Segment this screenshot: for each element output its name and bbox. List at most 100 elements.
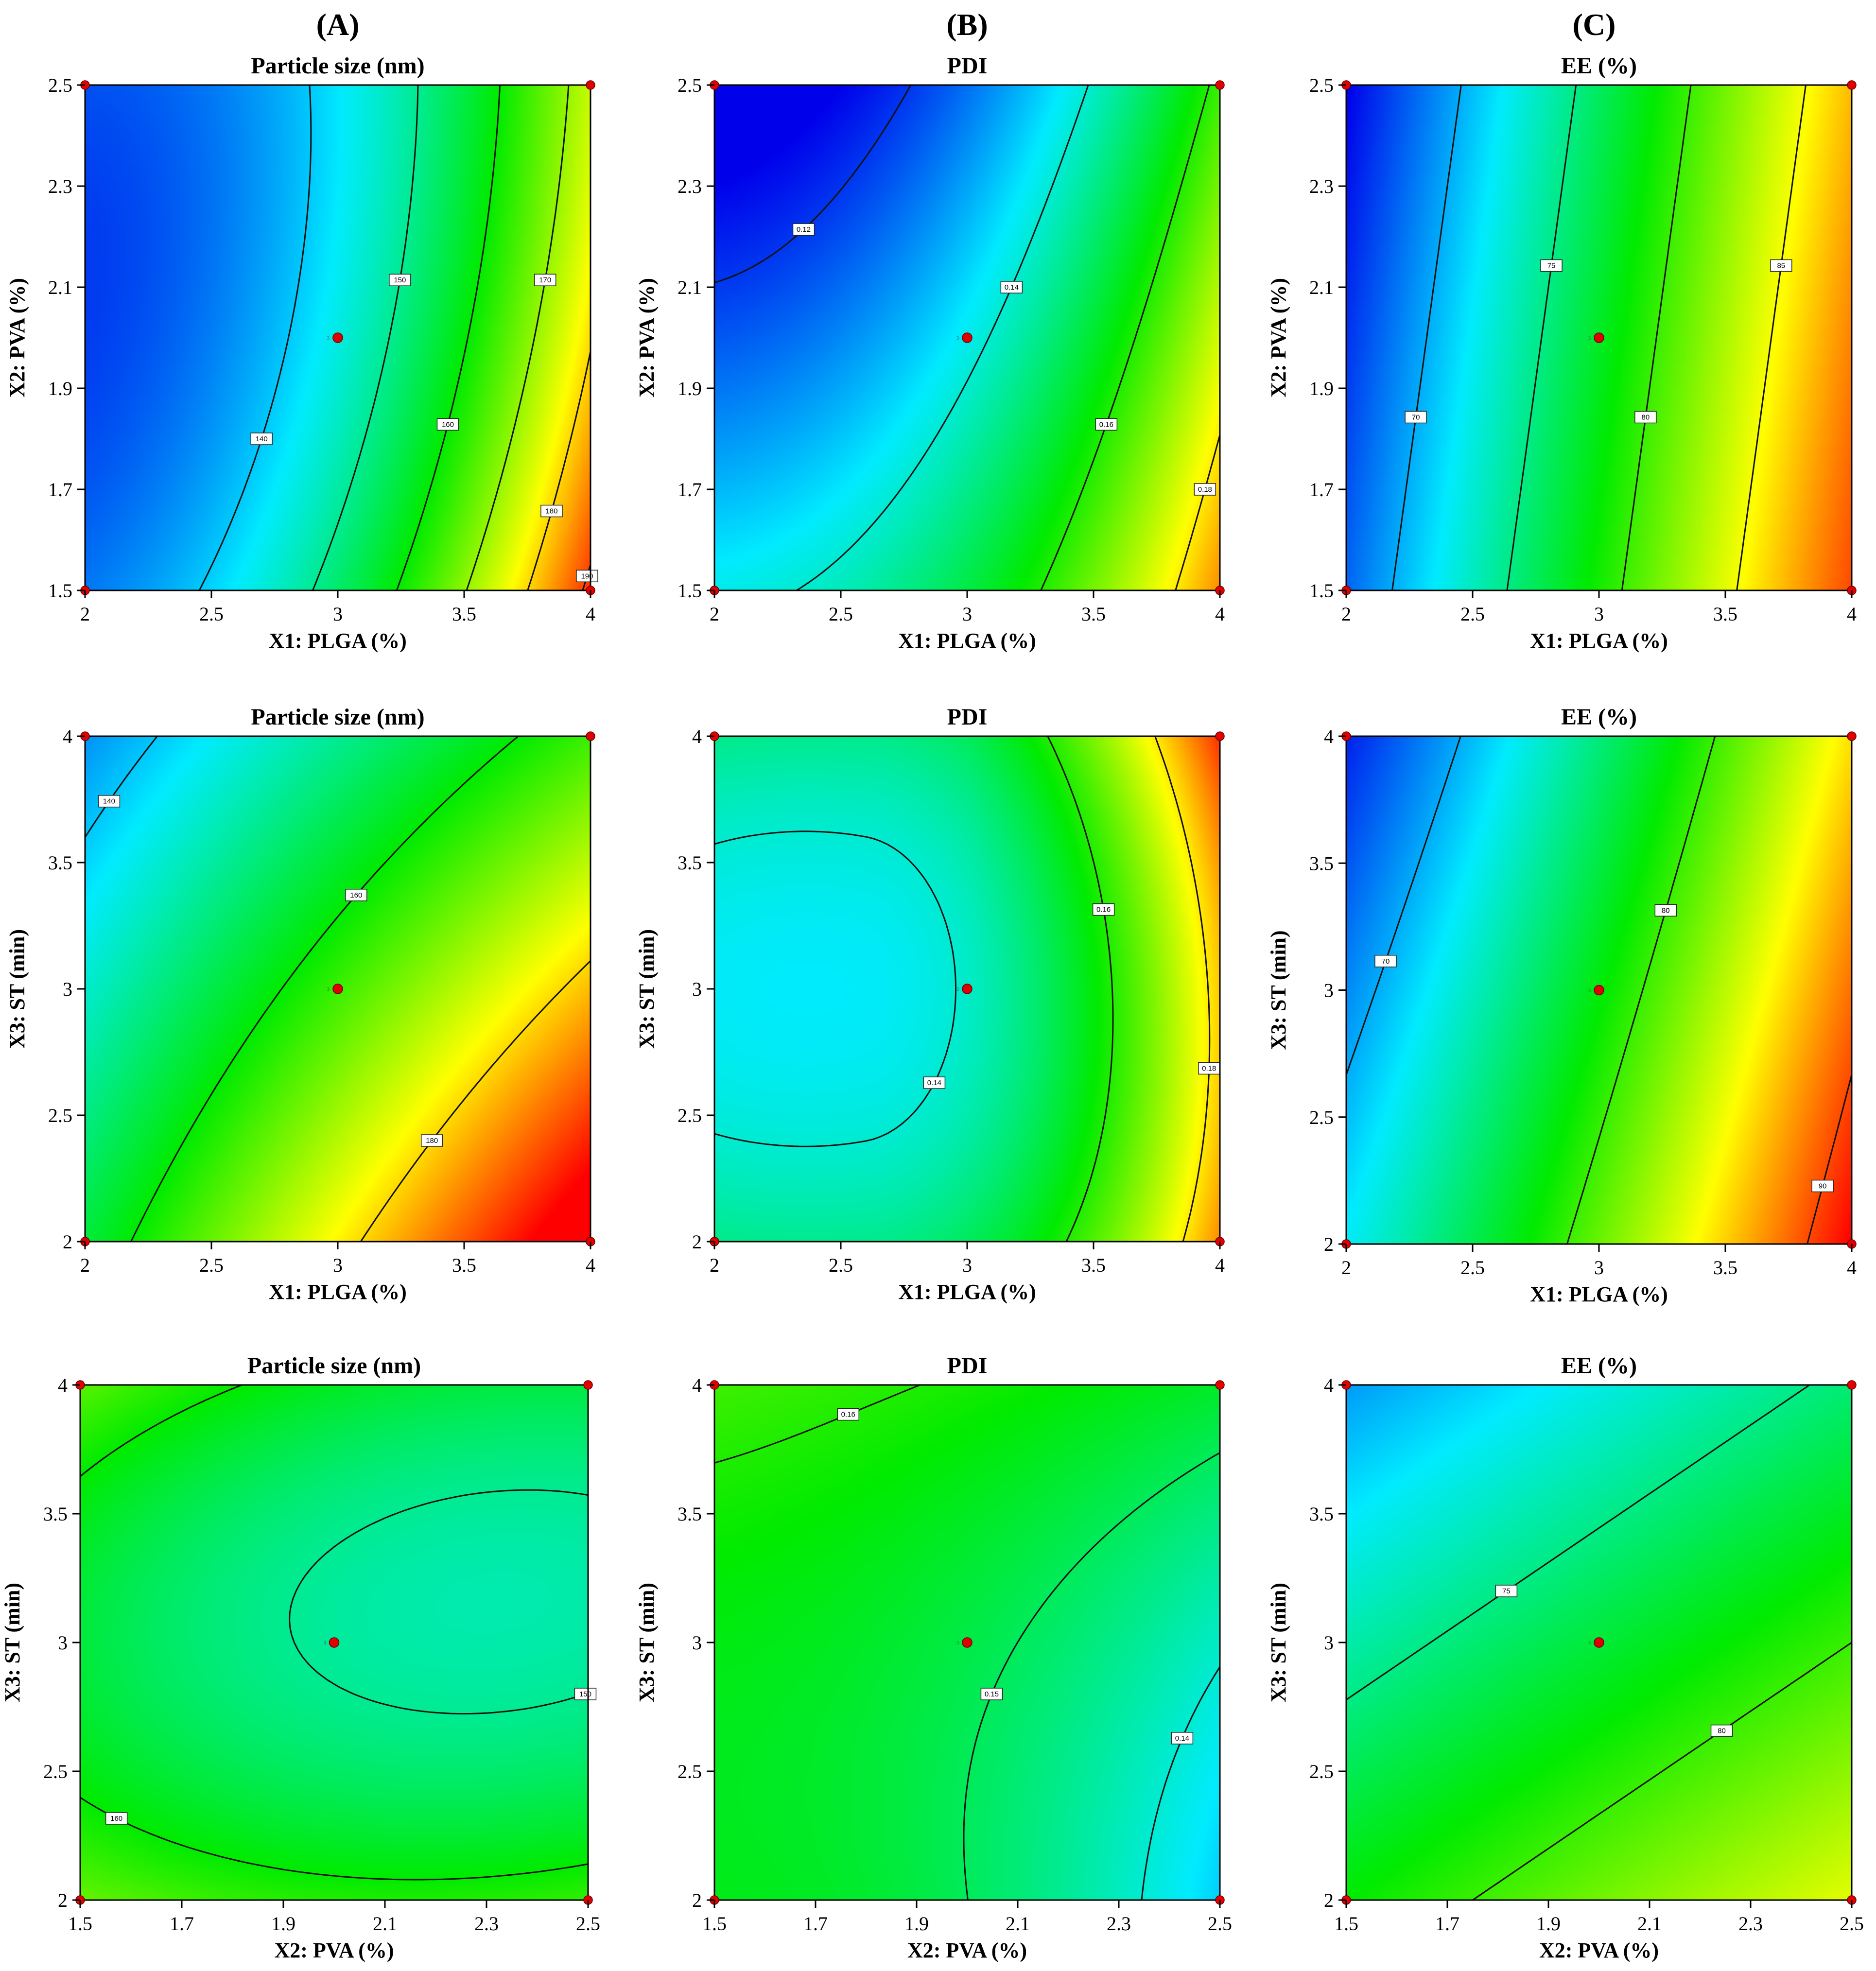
contour-label: 85 [1770, 259, 1792, 272]
y-tick-label: 2 [58, 1889, 68, 1911]
y-tick-label: 3.5 [43, 1503, 68, 1525]
contour-label-text: 160 [442, 420, 454, 429]
y-tick-label: 2.5 [677, 1105, 702, 1126]
y-tick-label: 4 [1324, 1374, 1334, 1396]
column-header-b: (B) [946, 7, 988, 42]
y-tick-label: 1.9 [1309, 378, 1334, 399]
contour-line-75 [1506, 85, 1577, 590]
contour-line-0.14 [714, 830, 957, 1147]
y-tick-label: 2.5 [48, 74, 72, 96]
center-point [962, 1637, 973, 1648]
panel-title: Particle size (nm) [251, 704, 424, 730]
y-axis-label: X2: PVA (%) [5, 278, 29, 398]
contour-label-text: 80 [1662, 906, 1670, 915]
x-axis-label: X1: PLGA (%) [269, 629, 407, 653]
panel-title: EE (%) [1561, 1353, 1637, 1379]
x-axis-label: X2: PVA (%) [1539, 1938, 1659, 1962]
contour-panel-2: 0.12 0.14 0.16 0.18 3 2 2.5 3 3.5 4 1.5 1.7 1.9 2.1 2.… [635, 53, 1225, 653]
contour-label-text: 0.16 [1099, 420, 1113, 429]
y-axis-label: X3: ST (min) [635, 1583, 659, 1702]
center-point-label: 3 [1588, 336, 1591, 341]
x-tick-label: 3.5 [1713, 1257, 1737, 1279]
y-tick-label: 3 [63, 978, 72, 1000]
contour-label-text: 150 [394, 276, 406, 284]
contour-panel-1: 140 150 160 170 180 190 3 2 2.5 3 3.5 4 1.5 1.7 1.9 2.1… [5, 53, 598, 653]
contour-label: 80 [1654, 904, 1677, 917]
center-point [332, 984, 343, 994]
design-point [1847, 1380, 1857, 1390]
contour-line-150 [312, 85, 419, 590]
contour-label-text: 0.16 [841, 1411, 855, 1419]
y-tick-label: 1.9 [48, 378, 72, 399]
contour-line-0.14 [796, 85, 1089, 590]
contour-label-text: 85 [1777, 261, 1785, 270]
y-tick-label: 2 [692, 1231, 702, 1253]
y-tick-label: 3.5 [1309, 852, 1334, 874]
center-point-label: 3 [324, 1641, 326, 1646]
contour-label: 0.14 [923, 1076, 946, 1089]
y-axis-label: X2: PVA (%) [635, 278, 659, 398]
y-axis-label: X3: ST (min) [635, 929, 659, 1049]
contour-label-text: 180 [545, 507, 557, 516]
contour-label: 0.15 [980, 1688, 1003, 1700]
x-tick-label: 1.7 [170, 1913, 194, 1935]
y-tick-label: 3 [58, 1632, 68, 1654]
contour-label-text: 160 [110, 1815, 122, 1823]
x-tick-label: 3 [1594, 1257, 1604, 1279]
y-tick-label: 1.7 [1309, 479, 1334, 501]
contour-label: 80 [1634, 411, 1657, 424]
y-tick-label: 2.3 [48, 175, 72, 197]
y-tick-label: 1.5 [1309, 580, 1334, 602]
y-tick-label: 2 [1324, 1889, 1334, 1911]
panel-title: Particle size (nm) [251, 53, 424, 79]
contour-label-text: 140 [103, 797, 115, 806]
center-point [1594, 332, 1604, 343]
x-axis-label: X1: PLGA (%) [1530, 1282, 1668, 1306]
contour-panel-4: 140 160 180 3 2 2.5 3 3.5 4 2 2.5 3 3.5 4 Particle siz… [5, 704, 595, 1304]
x-tick-label: 4 [1847, 1257, 1857, 1279]
contour-label: 0.18 [1194, 483, 1216, 496]
x-tick-label: 3 [1594, 603, 1604, 625]
y-tick-label: 1.5 [48, 580, 72, 602]
design-point [586, 731, 595, 741]
contour-label-text: 180 [426, 1137, 438, 1145]
contour-label: 90 [1811, 1179, 1834, 1193]
y-tick-label: 1.7 [48, 479, 72, 501]
x-tick-label: 3.5 [452, 1254, 476, 1276]
contour-label-text: 0.14 [927, 1079, 941, 1087]
x-tick-label: 1.5 [702, 1913, 727, 1935]
x-tick-label: 3.5 [452, 603, 476, 625]
panel-title: EE (%) [1561, 704, 1637, 730]
center-point-label: 3 [1588, 1641, 1591, 1646]
y-tick-label: 2.5 [1309, 1107, 1334, 1128]
panel-title: PDI [947, 53, 988, 79]
x-tick-label: 3 [333, 1254, 343, 1276]
y-tick-label: 4 [63, 726, 72, 747]
contour-label: 0.14 [1171, 1732, 1194, 1745]
y-tick-label: 2.3 [677, 175, 702, 197]
x-tick-label: 2 [80, 603, 90, 625]
contour-line-150 [289, 1489, 588, 1715]
contour-label-text: 75 [1502, 1587, 1511, 1595]
contour-panel-6: 70 80 90 3 2 2.5 3 3.5 4 2 2.5 3 3.5 4 EE (%) X1: PLGA … [1267, 704, 1857, 1306]
x-axis-label: X2: PVA (%) [274, 1938, 394, 1962]
y-tick-label: 1.5 [677, 580, 702, 602]
x-tick-label: 1.7 [803, 1913, 828, 1935]
x-tick-label: 1.5 [1334, 1913, 1358, 1935]
panel-title: EE (%) [1561, 53, 1637, 79]
contour-label: 0.12 [792, 223, 815, 236]
contour-label-text: 0.14 [1005, 283, 1019, 292]
contour-panel-3: 70 75 80 85 3 2 2.5 3 3.5 4 1.5 1.7 1.9 2.1 2.3 2.5 EE (… [1267, 53, 1857, 653]
y-axis-label: X3: ST (min) [5, 929, 29, 1049]
y-tick-label: 2.5 [43, 1761, 68, 1782]
y-tick-label: 2.5 [677, 1761, 702, 1782]
x-tick-label: 1.9 [271, 1913, 295, 1935]
x-tick-label: 4 [586, 603, 595, 625]
contour-panel-8: 0.14 0.15 0.16 3 1.5 1.7 1.9 2.1 2.3 2.5 2 2.5 3 3.5 4… [635, 1353, 1232, 1962]
y-tick-label: 2.1 [48, 277, 72, 298]
x-axis-label: X1: PLGA (%) [269, 1280, 407, 1304]
x-tick-label: 2.3 [474, 1913, 499, 1935]
x-tick-label: 2.5 [199, 1254, 224, 1276]
contour-line-85 [1736, 85, 1807, 590]
